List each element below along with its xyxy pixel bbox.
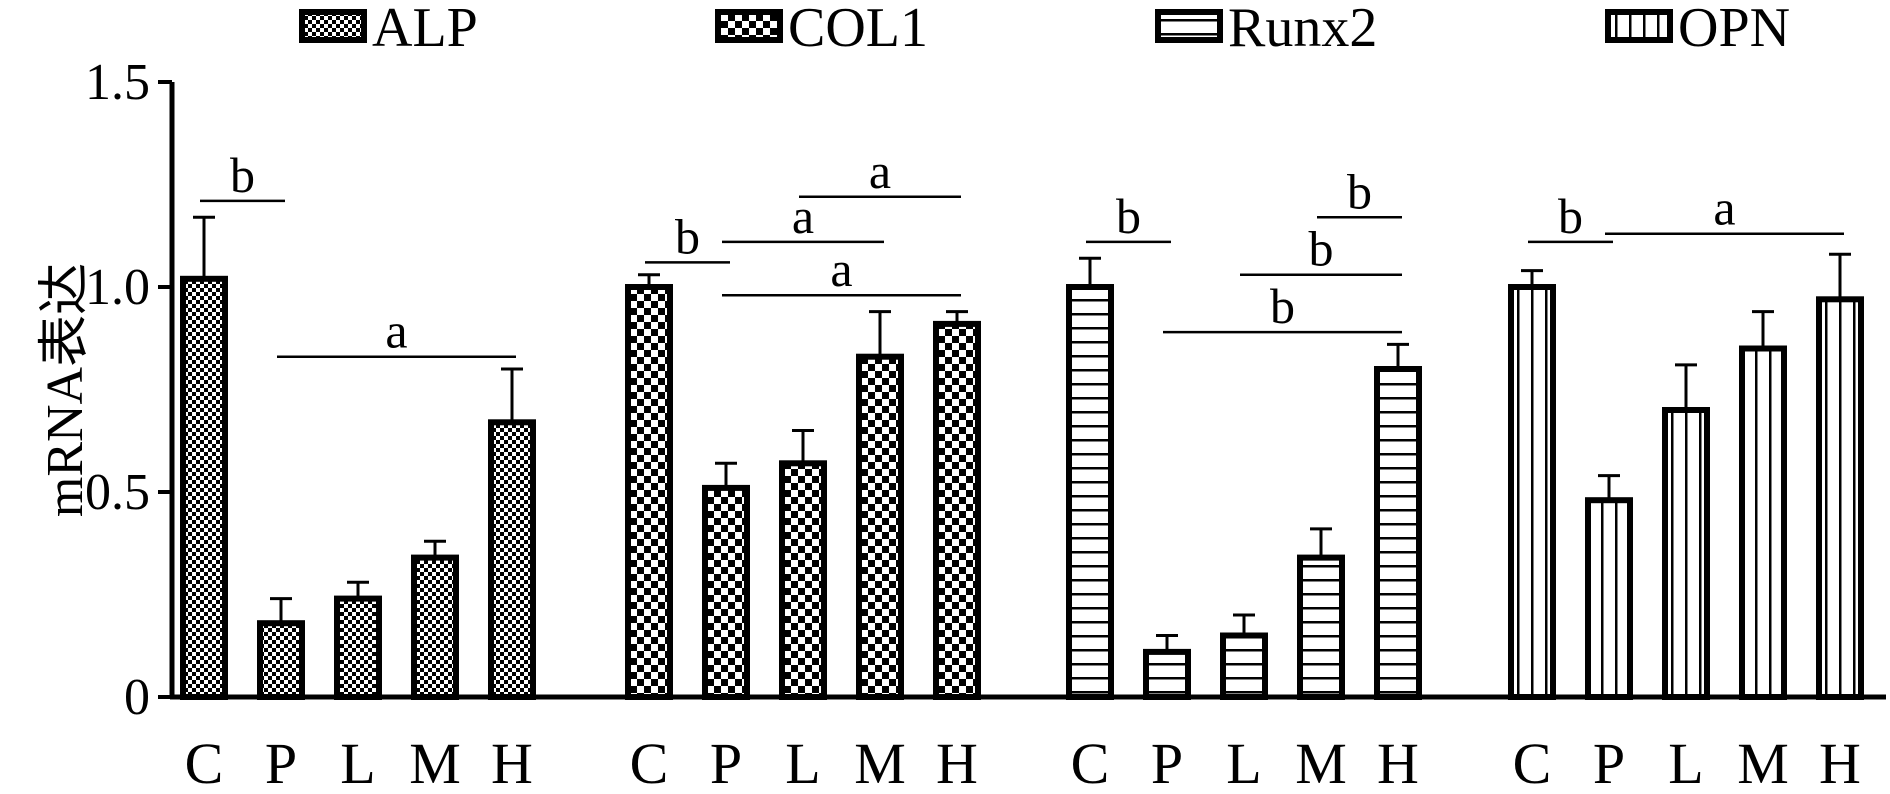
bar-alp-m (411, 554, 459, 700)
x-tick-label: P (710, 731, 742, 794)
significance-label: a (830, 241, 852, 297)
legend-item-col1: COL1 (715, 0, 928, 59)
series-group-alp: ba (180, 147, 536, 701)
significance-label: b (1270, 278, 1295, 334)
bar-col1-c (625, 284, 673, 700)
x-tick-label: L (340, 731, 375, 794)
significance-label: a (792, 188, 814, 244)
significance-label: b (230, 147, 255, 203)
y-tick-label: 0 (124, 669, 150, 726)
bar-runx2-c (1066, 284, 1114, 700)
significance-label: a (1713, 180, 1735, 236)
x-tick-label: H (491, 731, 533, 794)
x-tick-label: C (630, 731, 669, 794)
series-group-runx2: b bbb (1066, 163, 1422, 701)
bar-alp-c (180, 275, 228, 700)
y-tick-label: 1.5 (85, 54, 150, 111)
y-axis: 0 0.5 1.0 1.5 (85, 54, 175, 726)
x-tick-label: H (1377, 731, 1419, 794)
bar-runx2-h (1374, 366, 1422, 700)
x-tick-label: L (785, 731, 820, 794)
bar-runx2-m (1297, 554, 1345, 700)
bar-runx2-p (1143, 648, 1191, 701)
significance-label: b (1558, 188, 1583, 244)
x-tick-label: M (409, 731, 461, 794)
legend-label: COL1 (788, 0, 928, 59)
legend-item-opn: OPN (1605, 0, 1790, 59)
bar-runx2-l (1220, 632, 1268, 700)
legend-swatch (1155, 9, 1223, 43)
bar-col1-p (702, 484, 750, 700)
bar-alp-l (334, 595, 382, 700)
legend-item-alp: ALP (299, 0, 478, 59)
significance-label: a (869, 143, 891, 199)
bar-col1-m (856, 353, 904, 700)
legend-item-runx2: Runx2 (1155, 0, 1377, 59)
x-tick-label: C (1071, 731, 1110, 794)
legend-label: ALP (372, 0, 478, 59)
x-tick-label: H (1819, 731, 1861, 794)
bar-opn-l (1662, 407, 1710, 700)
significance-label: a (385, 303, 407, 359)
legend-label: Runx2 (1228, 0, 1377, 59)
x-tick-label: P (265, 731, 297, 794)
x-tick-label: P (1151, 731, 1183, 794)
legend-swatch (1605, 9, 1673, 43)
x-tick-label: L (1226, 731, 1261, 794)
significance-label: b (675, 208, 700, 264)
x-tick-label: M (854, 731, 906, 794)
bar-col1-l (779, 460, 827, 700)
bar-col1-h (933, 320, 981, 700)
significance-label: b (1309, 221, 1334, 277)
legend-swatch (715, 9, 783, 43)
x-tick-label: M (1737, 731, 1789, 794)
bar-opn-m (1739, 345, 1787, 700)
significance-label: b (1116, 188, 1141, 244)
legend-label: OPN (1678, 0, 1790, 59)
bar-opn-p (1585, 497, 1633, 701)
x-tick-label: C (1513, 731, 1552, 794)
x-tick-label: L (1668, 731, 1703, 794)
bar-alp-p (257, 620, 305, 701)
legend-swatch (299, 9, 367, 43)
bar-alp-h (488, 419, 536, 700)
y-tick-label: 1.0 (85, 259, 150, 316)
x-tick-label: M (1295, 731, 1347, 794)
significance-label: b (1347, 163, 1372, 219)
x-tick-label: C (185, 731, 224, 794)
x-tick-label: P (1593, 731, 1625, 794)
y-axis-label: mRNA表达 (37, 263, 94, 517)
bar-opn-c (1508, 284, 1556, 700)
legend: ALP COL1 Runx2 OPN (299, 0, 1790, 59)
y-tick-label: 0.5 (85, 464, 150, 521)
bar-opn-h (1816, 296, 1864, 700)
x-tick-label: H (936, 731, 978, 794)
series-group-col1: b aaa (625, 143, 981, 700)
